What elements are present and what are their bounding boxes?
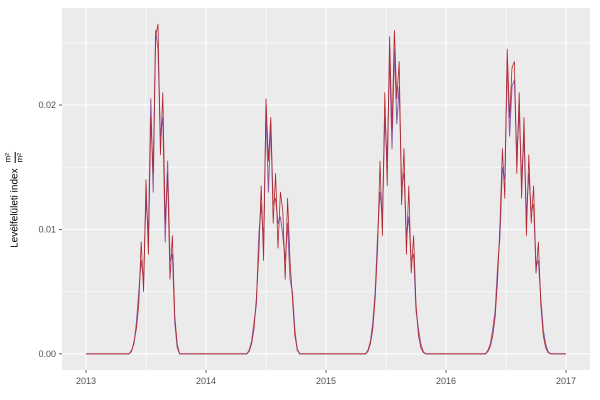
x-tick-label: 2015 (316, 376, 336, 386)
y-tick-label: 0.01 (38, 224, 56, 234)
y-axis-label-text: Levélfelületi index (9, 168, 21, 248)
x-tick-label: 2013 (76, 376, 96, 386)
y-axis-unit-fraction: m² m² (4, 152, 26, 164)
y-tick-label: 0.02 (38, 100, 56, 110)
red-series (86, 23, 566, 355)
x-tick-label: 2016 (436, 376, 456, 386)
y-axis-label: Levélfelületi index m² m² (4, 152, 26, 248)
x-tick-label: 2014 (196, 376, 216, 386)
y-tick-label: 0.00 (38, 349, 56, 359)
y-axis-unit-numerator: m² (4, 152, 16, 164)
y-axis-unit-denominator: m² (15, 153, 25, 163)
x-tick-label: 2017 (556, 376, 576, 386)
